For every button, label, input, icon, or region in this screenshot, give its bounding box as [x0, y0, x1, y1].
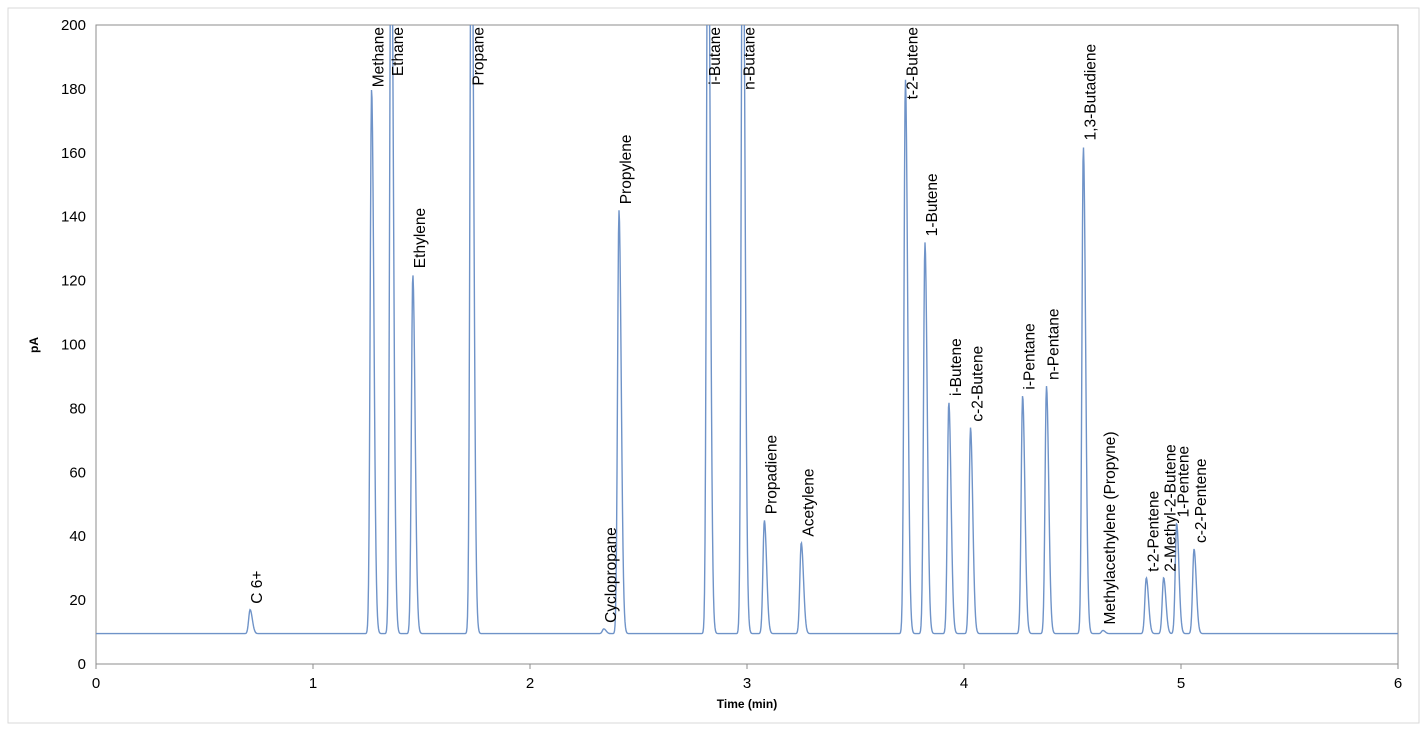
- y-tick-label: 100: [61, 337, 86, 354]
- y-tick-label: 40: [69, 528, 86, 545]
- plot-area-frame: [95, 24, 1399, 665]
- y-tick-label: 0: [78, 656, 86, 673]
- chart-outer-frame: [7, 7, 1420, 724]
- y-axis-title: pA: [27, 337, 41, 353]
- peak-label: 1-Butene: [924, 173, 941, 236]
- peak-label: C 6+: [249, 571, 266, 604]
- peak-label: c-2-Pentene: [1193, 459, 1210, 543]
- x-tick-label: 3: [743, 675, 751, 692]
- x-tick-label: 1: [309, 675, 317, 692]
- y-tick-label: 200: [61, 17, 86, 34]
- y-axis-ticks: 0 20 40 60 80 100 120 140 160 180 200: [61, 17, 86, 673]
- x-tick-label: 0: [92, 675, 100, 692]
- y-tick-label: 60: [69, 464, 86, 481]
- peak-label: n-Pentane: [1046, 308, 1063, 380]
- peak-label: c-2-Butene: [970, 346, 987, 422]
- peak-label: Ethane: [390, 27, 407, 76]
- peak-label: Ethylene: [412, 208, 429, 268]
- peak-label: t-2-Pentene: [1145, 491, 1162, 572]
- peak-label: 1,3-Butadiene: [1082, 44, 1099, 141]
- peak-label: t-2-Butene: [904, 27, 921, 99]
- peak-label: Acetylene: [800, 469, 817, 537]
- y-tick-label: 20: [69, 592, 86, 609]
- y-tick-label: 80: [69, 400, 86, 417]
- peak-label: i-Butane: [707, 27, 724, 85]
- peak-label: n-Butane: [742, 27, 759, 90]
- x-axis-title: Time (min): [717, 697, 777, 711]
- peak-label: i-Pentane: [1022, 323, 1039, 389]
- peak-label: Propadiene: [763, 435, 780, 514]
- peak-label: Methane: [371, 27, 388, 87]
- peak-label: 1-Pentene: [1176, 446, 1193, 518]
- x-axis-ticks: 0 1 2 3 4 5 6: [92, 664, 1402, 692]
- x-tick-label: 5: [1177, 675, 1185, 692]
- x-tick-label: 6: [1394, 675, 1402, 692]
- peak-label: Cyclopropane: [603, 527, 620, 623]
- peak-label: 2-Methyl-2-Butene: [1163, 444, 1180, 572]
- y-tick-label: 160: [61, 145, 86, 162]
- peak-labels: C 6+ Methane Ethane Ethylene Propane Cyclopro…: [249, 27, 1210, 625]
- peak-label: Propane: [470, 27, 487, 86]
- x-tick-label: 2: [526, 675, 534, 692]
- x-tick-label: 4: [960, 675, 968, 692]
- peak-label: i-Butene: [948, 338, 965, 396]
- peak-label: Propylene: [618, 135, 635, 205]
- chromatogram-trace: [96, 25, 1398, 635]
- y-tick-label: 180: [61, 81, 86, 98]
- y-tick-label: 140: [61, 209, 86, 226]
- peak-label: Methylacethylene (Propyne): [1102, 432, 1119, 625]
- y-tick-label: 120: [61, 273, 86, 290]
